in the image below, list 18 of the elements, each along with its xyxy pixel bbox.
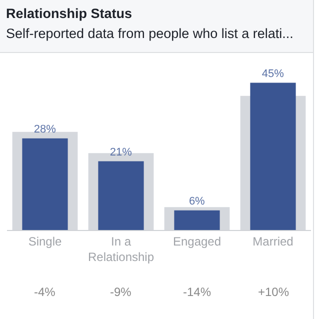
data-label: 6% — [188, 195, 206, 208]
text: -14% — [183, 285, 212, 299]
x-tick-label: Married — [252, 234, 294, 248]
bar — [250, 82, 296, 230]
x-tick-label: Single — [28, 234, 62, 248]
bar — [22, 138, 68, 230]
text: -4% — [34, 285, 56, 299]
text: +10% — [258, 285, 290, 299]
bar — [174, 210, 220, 230]
data-label: 45% — [262, 68, 284, 80]
bar — [98, 161, 144, 230]
x-tick-label: In a Relationship — [88, 234, 154, 264]
text: -9% — [110, 285, 132, 299]
data-label: 21% — [110, 146, 132, 158]
data-label: 28% — [34, 123, 56, 136]
x-tick-label: Engaged — [172, 234, 222, 248]
chart-title: Relationship Status — [6, 6, 132, 21]
chart-subtitle: Self-reported data from people who list a relati... — [6, 26, 294, 41]
